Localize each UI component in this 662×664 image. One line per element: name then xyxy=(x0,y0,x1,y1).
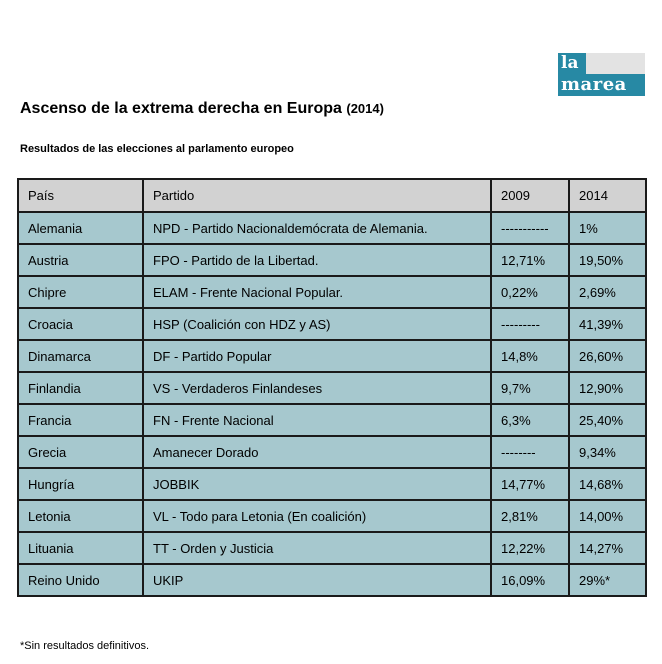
result-2009-cell: 9,7% xyxy=(490,371,570,405)
result-2009-cell: 0,22% xyxy=(490,275,570,309)
country-cell: Reino Unido xyxy=(17,563,144,597)
col-header-partido: Partido xyxy=(142,178,492,213)
page-title-text: Ascenso de la extrema derecha en Europa xyxy=(20,100,342,117)
country-cell: Croacia xyxy=(17,307,144,341)
country-cell: Francia xyxy=(17,403,144,437)
country-cell: Chipre xyxy=(17,275,144,309)
party-cell: FN - Frente Nacional xyxy=(142,403,492,437)
result-2009-cell: 12,22% xyxy=(490,531,570,565)
party-cell: Amanecer Dorado xyxy=(142,435,492,469)
page-title-year: (2014) xyxy=(346,101,384,116)
col-header-2009: 2009 xyxy=(490,178,570,213)
footnote: *Sin resultados definitivos. xyxy=(20,640,150,652)
result-2014-cell: 14,68% xyxy=(568,467,647,501)
result-2014-cell: 29%* xyxy=(568,563,647,597)
logo-marea-block: marea xyxy=(558,74,645,96)
country-cell: Lituania xyxy=(17,531,144,565)
table-row: Hungría JOBBIK 14,77% 14,68% xyxy=(17,467,647,501)
lamarea-logo: la marea xyxy=(558,53,645,96)
party-cell: VS - Verdaderos Finlandeses xyxy=(142,371,492,405)
result-2014-cell: 9,34% xyxy=(568,435,647,469)
logo-gray-block xyxy=(586,53,645,74)
col-header-2014: 2014 xyxy=(568,178,647,213)
party-cell: NPD - Partido Nacionaldemócrata de Alema… xyxy=(142,211,492,245)
table-row: Dinamarca DF - Partido Popular 14,8% 26,60% xyxy=(17,339,647,373)
result-2014-cell: 25,40% xyxy=(568,403,647,437)
result-2009-cell: --------- xyxy=(490,307,570,341)
country-cell: Letonia xyxy=(17,499,144,533)
table-row: Reino Unido UKIP 16,09% 29%* xyxy=(17,563,647,597)
result-2014-cell: 14,27% xyxy=(568,531,647,565)
party-cell: UKIP xyxy=(142,563,492,597)
result-2014-cell: 1% xyxy=(568,211,647,245)
result-2009-cell: 14,8% xyxy=(490,339,570,373)
country-cell: Grecia xyxy=(17,435,144,469)
party-cell: ELAM - Frente Nacional Popular. xyxy=(142,275,492,309)
result-2009-cell: 14,77% xyxy=(490,467,570,501)
logo-top-row: la xyxy=(558,53,645,74)
page-title: Ascenso de la extrema derecha en Europa … xyxy=(20,100,384,118)
party-cell: VL - Todo para Letonia (En coalición) xyxy=(142,499,492,533)
result-2014-cell: 2,69% xyxy=(568,275,647,309)
result-2009-cell: 12,71% xyxy=(490,243,570,277)
table-row: Francia FN - Frente Nacional 6,3% 25,40% xyxy=(17,403,647,437)
party-cell: TT - Orden y Justicia xyxy=(142,531,492,565)
table-body: Alemania NPD - Partido Nacionaldemócrata … xyxy=(17,211,647,597)
table-row: Letonia VL - Todo para Letonia (En coalic… xyxy=(17,499,647,533)
country-cell: Austria xyxy=(17,243,144,277)
result-2014-cell: 19,50% xyxy=(568,243,647,277)
table-row: Croacia HSP (Coalición con HDZ y AS) -----… xyxy=(17,307,647,341)
country-cell: Finlandia xyxy=(17,371,144,405)
result-2009-cell: ----------- xyxy=(490,211,570,245)
table-row: Alemania NPD - Partido Nacionaldemócrata … xyxy=(17,211,647,245)
table-row: Finlandia VS - Verdaderos Finlandeses 9,7%… xyxy=(17,371,647,405)
country-cell: Hungría xyxy=(17,467,144,501)
result-2014-cell: 26,60% xyxy=(568,339,647,373)
result-2014-cell: 12,90% xyxy=(568,371,647,405)
page-subtitle: Resultados de las elecciones al parlamen… xyxy=(20,143,294,155)
logo-la-block: la xyxy=(558,53,586,74)
party-cell: HSP (Coalición con HDZ y AS) xyxy=(142,307,492,341)
result-2009-cell: -------- xyxy=(490,435,570,469)
table-header-row: País Partido 2009 2014 xyxy=(17,178,647,213)
party-cell: JOBBIK xyxy=(142,467,492,501)
result-2009-cell: 16,09% xyxy=(490,563,570,597)
country-cell: Alemania xyxy=(17,211,144,245)
table-row: Austria FPO - Partido de la Libertad. 12,7… xyxy=(17,243,647,277)
result-2014-cell: 41,39% xyxy=(568,307,647,341)
results-table: País Partido 2009 2014 Alemania NPD - Par… xyxy=(17,178,647,597)
table-row: Grecia Amanecer Dorado -------- 9,34% xyxy=(17,435,647,469)
party-cell: FPO - Partido de la Libertad. xyxy=(142,243,492,277)
table-row: Chipre ELAM - Frente Nacional Popular. 0,2… xyxy=(17,275,647,309)
table-row: Lituania TT - Orden y Justicia 12,22% 14,27… xyxy=(17,531,647,565)
result-2009-cell: 6,3% xyxy=(490,403,570,437)
col-header-pais: País xyxy=(17,178,144,213)
result-2009-cell: 2,81% xyxy=(490,499,570,533)
country-cell: Dinamarca xyxy=(17,339,144,373)
result-2014-cell: 14,00% xyxy=(568,499,647,533)
party-cell: DF - Partido Popular xyxy=(142,339,492,373)
